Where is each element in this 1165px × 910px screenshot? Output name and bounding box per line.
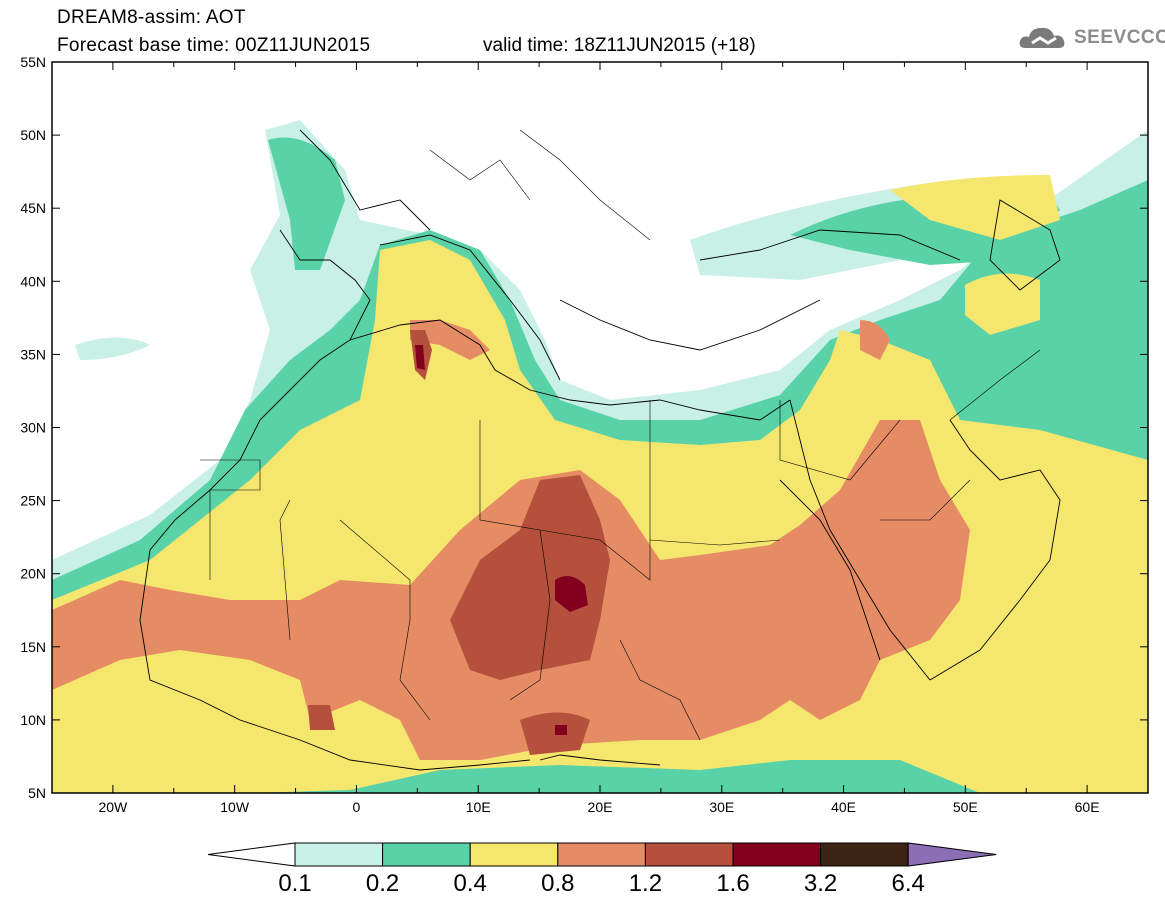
lon-tick-label: 20E: [588, 799, 613, 815]
seevccc-logo: [1018, 22, 1158, 54]
country-borders: [200, 129, 1041, 741]
aot-contour-1.6: [555, 576, 588, 612]
lat-tick-label: 5N: [28, 785, 46, 801]
lon-tick-label: 30E: [709, 799, 734, 815]
lon-tick-label: 60E: [1075, 799, 1100, 815]
colorbar-level-label: 0.8: [541, 870, 575, 897]
lat-tick-label: 25N: [20, 493, 46, 509]
lon-tick-label: 50E: [953, 799, 978, 815]
lat-tick-label: 50N: [20, 127, 46, 143]
lat-tick-label: 30N: [20, 420, 46, 436]
coastlines: [139, 129, 1061, 771]
lon-tick-label: 20W: [98, 799, 128, 815]
colorbar-level-label: 1.2: [628, 870, 663, 897]
map-title: DREAM8-assim: AOT: [57, 7, 246, 28]
aot-contour-1.2: [450, 475, 610, 680]
axis-ticks: [51, 61, 1149, 794]
aot-field: [52, 120, 1148, 793]
lat-tick-label: 20N: [20, 566, 46, 582]
valid-time-label: valid time: 18Z11JUN2015 (+18): [483, 35, 756, 56]
colorbar-level-label: 0.2: [365, 870, 400, 897]
lat-tick-label: 40N: [20, 273, 46, 289]
lon-tick-label: 0: [353, 799, 361, 815]
lat-tick-label: 10N: [20, 712, 46, 728]
base-time-label: Forecast base time: 00Z11JUN2015: [57, 35, 371, 56]
colorbar-level-label: 6.4: [891, 870, 925, 897]
lat-tick-label: 15N: [20, 639, 46, 655]
lon-tick-label: 10W: [220, 799, 250, 815]
cloud-icon: [1019, 27, 1065, 48]
colorbar-level-label: 3.2: [803, 870, 838, 897]
lon-tick-label: 40E: [831, 799, 856, 815]
colorbar-level-label: 0.4: [453, 870, 487, 897]
lat-tick-label: 55N: [20, 54, 46, 70]
axis-tick-labels: 5N 10N 15N 20N 25N 30N 35N 40N 45N 50N 55N 20W 10W 0 1…: [20, 54, 1099, 815]
colorbar-level-label: 1.6: [716, 870, 750, 897]
colorbar-level-label: 0.1: [278, 870, 312, 897]
logo-text: SEEVCCC: [1074, 27, 1165, 48]
lat-tick-label: 45N: [20, 200, 46, 216]
lat-tick-label: 35N: [20, 346, 46, 362]
lon-tick-label: 10E: [466, 799, 491, 815]
